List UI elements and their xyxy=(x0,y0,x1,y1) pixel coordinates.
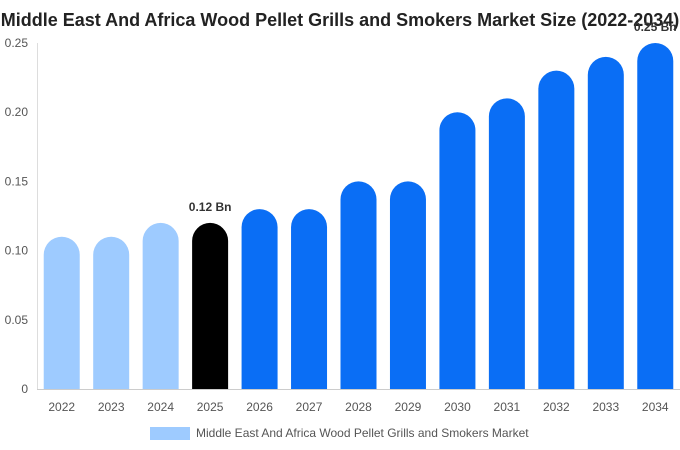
x-tick-label: 2032 xyxy=(543,400,570,414)
bar-2030[interactable] xyxy=(439,112,476,389)
bar-2029[interactable] xyxy=(389,181,426,389)
bar-2027[interactable] xyxy=(291,209,328,389)
x-axis-ticks: 2022 2023 2024 2025 2026 2027 2028 2029 2030 2031… xyxy=(48,400,669,414)
x-tick-label: 2031 xyxy=(494,400,521,414)
chart-title: Middle East And Africa Wood Pellet Grill… xyxy=(0,10,680,30)
y-tick-label: 0.05 xyxy=(5,313,29,327)
bar-2024[interactable] xyxy=(142,222,179,389)
x-tick-label: 2033 xyxy=(592,400,619,414)
bar-2023[interactable] xyxy=(93,236,130,389)
y-tick-label: 0.10 xyxy=(5,244,29,258)
bar-2031[interactable] xyxy=(488,98,525,389)
data-label: 0.12 Bn xyxy=(189,200,232,214)
bar-2025[interactable] xyxy=(192,222,229,389)
bar-2034[interactable] xyxy=(637,43,674,389)
x-tick-label: 2024 xyxy=(147,400,174,414)
x-tick-label: 2026 xyxy=(246,400,273,414)
bar-2032[interactable] xyxy=(538,70,575,390)
x-tick-label: 2030 xyxy=(444,400,471,414)
x-tick-label: 2023 xyxy=(98,400,125,414)
bar-2033[interactable] xyxy=(587,56,624,390)
y-tick-label: 0.25 xyxy=(5,36,29,50)
x-tick-label: 2027 xyxy=(296,400,323,414)
y-tick-label: 0.20 xyxy=(5,105,29,119)
data-label: 0.25 Bn xyxy=(634,20,677,34)
x-tick-label: 2022 xyxy=(48,400,75,414)
bar-2028[interactable] xyxy=(340,181,377,389)
legend-swatch xyxy=(150,427,190,440)
y-tick-label: 0 xyxy=(21,382,28,396)
legend: Middle East And Africa Wood Pellet Grill… xyxy=(150,426,529,440)
y-axis-ticks: 0 0.05 0.10 0.15 0.20 0.25 xyxy=(5,36,29,396)
legend-label: Middle East And Africa Wood Pellet Grill… xyxy=(196,426,529,440)
x-tick-label: 2034 xyxy=(642,400,669,414)
bar-2026[interactable] xyxy=(241,209,278,389)
data-labels-group: 0.12 Bn 0.25 Bn xyxy=(189,20,677,214)
x-tick-label: 2029 xyxy=(395,400,422,414)
y-tick-label: 0.15 xyxy=(5,174,29,188)
bar-2022[interactable] xyxy=(43,236,80,389)
bars-group xyxy=(43,43,674,390)
x-tick-label: 2025 xyxy=(197,400,224,414)
x-tick-label: 2028 xyxy=(345,400,372,414)
